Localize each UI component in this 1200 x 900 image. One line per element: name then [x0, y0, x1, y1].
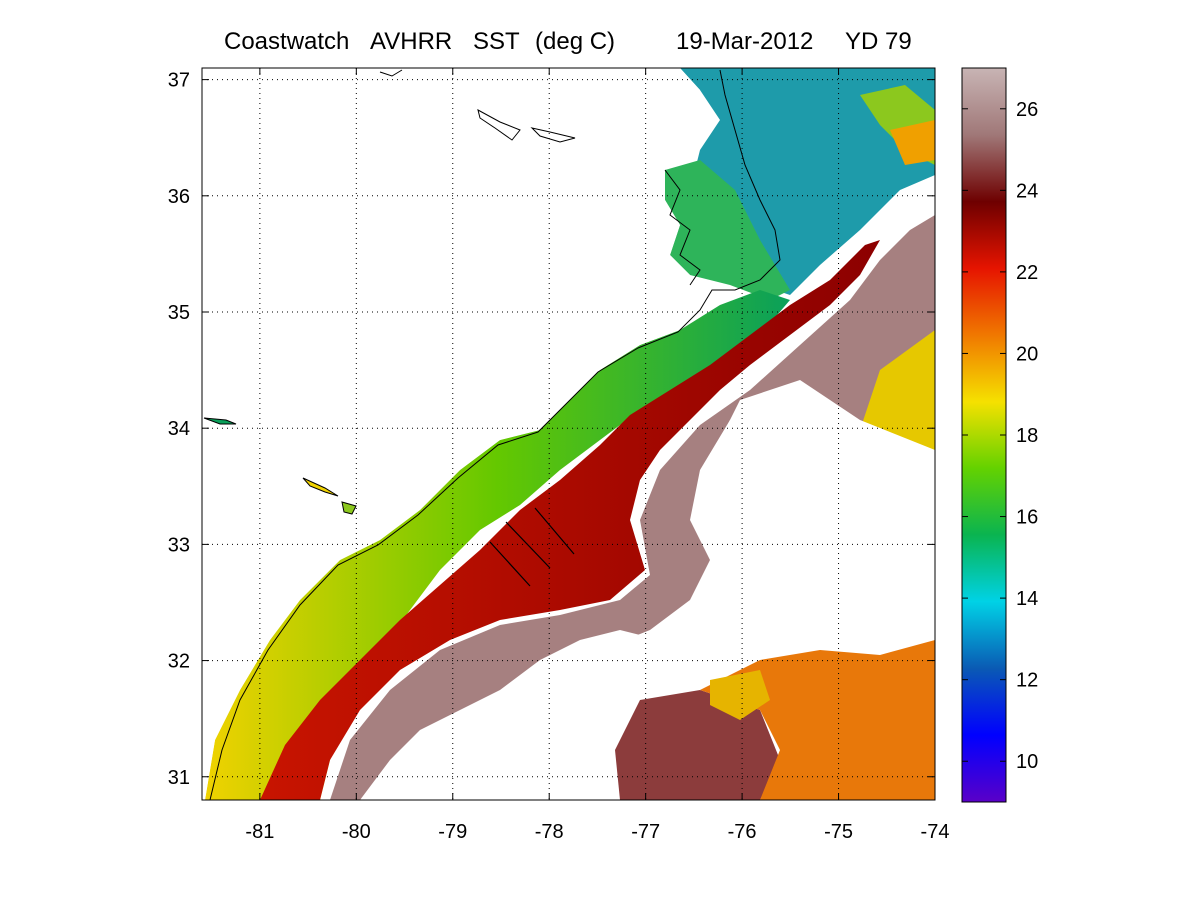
- river-outline: [530, 127, 576, 143]
- x-tick-label: -79: [438, 821, 467, 843]
- colorbar-tick-label: 18: [1016, 425, 1038, 447]
- y-tick-label: 35: [168, 302, 190, 324]
- sound-shoreline: [664, 169, 701, 286]
- y-tick-label: 34: [168, 418, 190, 440]
- colorbar-tick-label: 16: [1016, 507, 1038, 529]
- transect-line: [534, 507, 575, 555]
- reservoir-outline: [203, 417, 237, 425]
- title-sensor: AVHRR: [370, 28, 453, 55]
- x-tick-label: -80: [342, 821, 371, 843]
- colorbar-tick-label: 12: [1016, 670, 1038, 692]
- lake-outline: [341, 501, 357, 515]
- land-area: [202, 68, 700, 800]
- cloud-mask-south: [360, 630, 660, 800]
- y-tick-label: 32: [168, 651, 190, 673]
- title-yearday: YD 79: [845, 28, 912, 55]
- map-title: Coastwatch AVHRR SST (deg C) 19-Mar-2012…: [0, 28, 1200, 58]
- y-tick-label: 33: [168, 534, 190, 556]
- x-axis-ticks: -81 -80 -79 -78 -77 -76 -75 -74: [245, 68, 949, 843]
- colorbar-tick-label: 22: [1016, 262, 1038, 284]
- colorbar-tick-label: 14: [1016, 588, 1038, 610]
- y-tick-label: 31: [168, 767, 190, 789]
- x-tick-label: -78: [535, 821, 564, 843]
- river-outline: [477, 109, 521, 141]
- y-tick-label: 37: [168, 70, 190, 92]
- coastline: [209, 69, 781, 801]
- cloud-mask-central: [700, 380, 935, 640]
- transect-line: [489, 541, 531, 587]
- title-date: 19-Mar-2012: [676, 28, 814, 55]
- river-outline: [379, 69, 403, 77]
- title-units: (deg C): [535, 28, 616, 55]
- sst-imagery: [205, 68, 935, 800]
- northern-yellow-patch: [890, 120, 935, 165]
- lake-outline: [302, 477, 339, 497]
- transect-lines: [489, 507, 575, 587]
- x-tick-label: -75: [824, 821, 853, 843]
- x-tick-label: -77: [631, 821, 660, 843]
- title-parameter: SST: [473, 28, 520, 55]
- colorbar-ticks: 10 12 14 16 18 20 22 24 26: [962, 99, 1038, 773]
- y-axis-ticks: 31 32 33 34 35 36 37: [168, 70, 935, 789]
- transect-line: [505, 521, 551, 569]
- colorbar-scale: [961, 67, 1007, 803]
- gulf-stream: [260, 240, 880, 800]
- southeast-yellow-patch: [710, 670, 770, 720]
- y-tick-label: 36: [168, 186, 190, 208]
- colorbar-tick-label: 20: [1016, 343, 1038, 365]
- gridlines: [202, 68, 936, 800]
- x-tick-label: -74: [921, 821, 950, 843]
- cloud-mask-east: [760, 450, 820, 520]
- offshore-warm-water: [330, 215, 935, 800]
- x-tick-label: -76: [728, 821, 757, 843]
- colorbar-tick-label: 24: [1016, 180, 1038, 202]
- x-tick-label: -81: [245, 821, 274, 843]
- title-product: Coastwatch: [224, 28, 350, 55]
- colorbar-tick-label: 10: [1016, 751, 1038, 773]
- pamlico-sound-water: [665, 160, 790, 300]
- colorbar-tick-label: 26: [1016, 99, 1038, 121]
